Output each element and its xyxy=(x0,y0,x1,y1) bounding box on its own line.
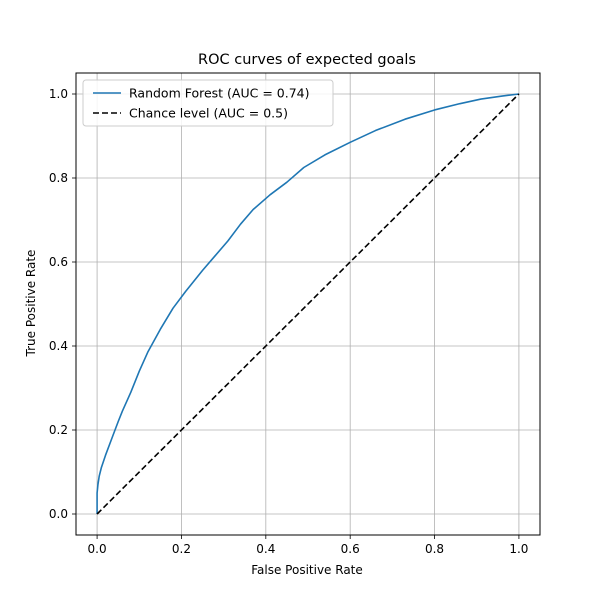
y-tick-label: 0.8 xyxy=(49,171,68,185)
x-tick-label: 1.0 xyxy=(509,542,528,556)
x-axis-label: False Positive Rate xyxy=(251,563,363,577)
y-tick-label: 1.0 xyxy=(49,87,68,101)
x-axis-ticks: 0.0 0.2 0.4 0.6 0.8 1.0 xyxy=(88,535,528,556)
x-tick-label: 0.4 xyxy=(256,542,275,556)
y-tick-label: 0.4 xyxy=(49,339,68,353)
legend: Random Forest (AUC = 0.74) Chance level (… xyxy=(82,79,334,127)
x-tick-label: 0.8 xyxy=(425,542,444,556)
series-group xyxy=(96,93,520,515)
legend-label-1: Chance level (AUC = 0.5) xyxy=(129,106,288,121)
grid-lines xyxy=(76,73,540,535)
x-tick-label: 0.2 xyxy=(172,542,191,556)
chart-title: ROC curves of expected goals xyxy=(198,52,416,68)
series-line-1 xyxy=(96,93,520,515)
y-tick-label: 0.0 xyxy=(49,507,68,521)
x-tick-label: 0.0 xyxy=(88,542,107,556)
y-tick-label: 0.2 xyxy=(49,423,68,437)
y-axis-label: True Positive Rate xyxy=(24,250,38,358)
legend-box xyxy=(82,79,334,127)
plot-frame xyxy=(75,72,541,536)
legend-label-0: Random Forest (AUC = 0.74) xyxy=(129,86,310,101)
series-line-0 xyxy=(96,93,520,514)
x-tick-label: 0.6 xyxy=(341,542,360,556)
y-tick-label: 0.6 xyxy=(49,255,68,269)
y-axis-ticks: 0.0 0.2 0.4 0.6 0.8 1.0 xyxy=(49,87,76,521)
